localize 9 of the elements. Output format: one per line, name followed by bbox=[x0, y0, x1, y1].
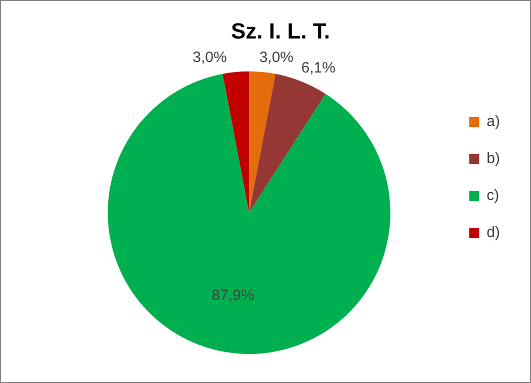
legend-label: b) bbox=[486, 150, 500, 168]
data-label: 3,0% bbox=[192, 49, 227, 66]
chart-title: Sz. I. L. T. bbox=[230, 18, 330, 44]
data-label: 3,0% bbox=[259, 49, 294, 66]
data-label: 6,1% bbox=[301, 59, 336, 76]
legend-label: c) bbox=[486, 187, 500, 204]
legend-label: d) bbox=[486, 224, 500, 242]
data-label: 87,9% bbox=[212, 287, 254, 304]
legend-label: a) bbox=[486, 113, 500, 130]
